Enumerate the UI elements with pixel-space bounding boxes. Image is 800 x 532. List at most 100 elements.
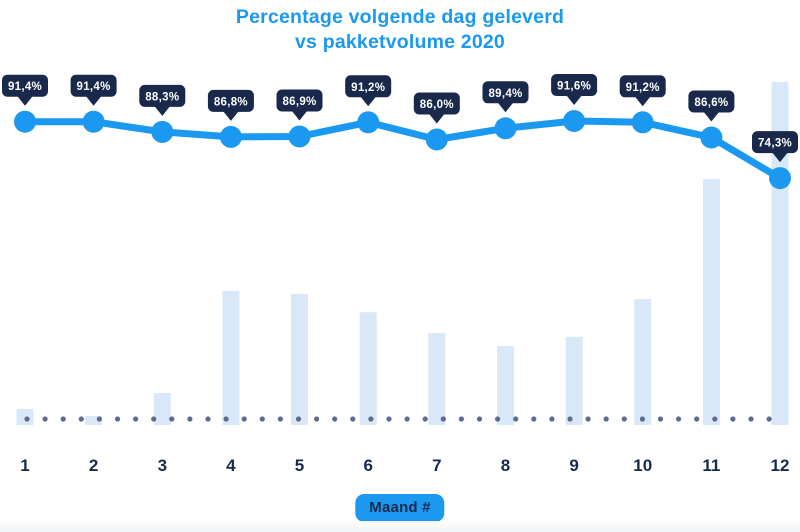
value-callout-bubble	[70, 74, 117, 97]
volume-bar	[702, 179, 720, 425]
line-point	[494, 117, 517, 140]
value-callout-label: 86,6%	[694, 97, 728, 109]
line-point	[631, 111, 654, 134]
value-callout-pointer	[222, 110, 239, 121]
volume-bar	[428, 333, 446, 425]
baseline-dot	[766, 416, 772, 422]
baseline-dot	[205, 416, 211, 422]
baseline-dot	[42, 416, 48, 422]
x-axis-label: 1	[20, 456, 29, 475]
baseline-dot	[60, 416, 66, 422]
value-callout-bubble	[2, 74, 48, 97]
value-callout-pointer	[17, 95, 33, 106]
x-axis-label: 12	[771, 456, 790, 475]
line-point	[219, 125, 242, 148]
volume-bar	[291, 294, 308, 425]
value-callout-pointer	[566, 95, 583, 105]
value-callout-label: 86,9%	[282, 96, 316, 108]
value-callout-pointer	[154, 105, 171, 116]
baseline-dot	[151, 416, 157, 422]
x-axis-label: 9	[569, 456, 578, 475]
value-callout-label: 86,8%	[214, 96, 248, 108]
baseline-dot	[621, 416, 627, 422]
baseline-dot	[96, 416, 102, 422]
chart-title-line-1: Percentage volgende dag geleverd	[235, 6, 565, 28]
baseline-dot	[223, 416, 229, 422]
volume-bar	[497, 346, 514, 425]
value-callout-label: 74,3%	[758, 138, 792, 150]
value-callout-label: 86,0%	[420, 99, 454, 111]
x-axis-label: 6	[363, 456, 372, 475]
value-callout-label: 91,2%	[351, 82, 385, 94]
baseline-dot	[241, 416, 247, 422]
baseline-dot	[332, 416, 338, 422]
baseline-dot	[585, 416, 591, 422]
volume-bar	[634, 299, 652, 425]
x-axis-label: 5	[295, 456, 304, 475]
value-callout-label: 89,4%	[488, 88, 522, 100]
x-axis-label: 11	[702, 456, 720, 475]
value-callout-bubble	[482, 81, 529, 104]
value-callout-pointer	[634, 96, 651, 107]
baseline-dot	[259, 416, 265, 422]
line-point	[563, 110, 586, 132]
value-callout-pointer	[497, 102, 514, 113]
volume-bar	[85, 416, 103, 425]
baseline-dot	[495, 416, 501, 422]
value-callout-bubble	[276, 89, 323, 112]
volume-bar	[153, 393, 171, 425]
line-point	[82, 110, 105, 133]
baseline-dot	[458, 416, 464, 422]
line-point	[151, 120, 174, 143]
line-point	[14, 110, 36, 133]
value-callout-pointer	[428, 113, 445, 124]
baseline-dot	[476, 416, 483, 422]
baseline-dot	[314, 416, 320, 422]
baseline-dot	[531, 416, 537, 422]
value-callout-bubble	[139, 84, 186, 107]
volume-bar	[771, 82, 789, 425]
baseline-dot	[368, 416, 374, 422]
baseline-dot	[567, 416, 573, 422]
baseline-dot	[694, 416, 700, 422]
chart-title: Percentage volgende dag geleverd vs pakk…	[0, 5, 800, 56]
volume-bar	[565, 336, 583, 425]
value-callout-pointer	[360, 96, 377, 107]
x-axis-label: 2	[89, 456, 98, 475]
baseline-dot	[748, 416, 754, 422]
value-callout-bubble	[551, 74, 598, 96]
baseline-dot	[404, 416, 410, 422]
baseline-dot	[386, 416, 392, 422]
baseline-dot	[277, 416, 283, 422]
baseline-dot	[422, 416, 428, 422]
value-callout-pointer	[703, 111, 720, 122]
value-callout-label: 88,3%	[145, 91, 179, 103]
value-callout-bubble	[413, 92, 460, 115]
baseline-dot	[549, 416, 555, 422]
line-point	[425, 128, 448, 151]
baseline-dot	[657, 416, 664, 422]
value-callout-bubble	[752, 131, 798, 154]
volume-bar	[359, 312, 377, 425]
baseline-dot	[114, 416, 121, 422]
x-axis-label: 4	[226, 456, 236, 475]
line-point	[700, 126, 723, 149]
baseline-dot	[24, 416, 30, 422]
percentage-line	[21, 117, 784, 182]
baseline-dot	[295, 416, 302, 422]
value-callout-label: 91,6%	[557, 81, 591, 93]
baseline-dot	[187, 416, 193, 422]
bottom-strip	[0, 521, 800, 532]
x-axis-label: 10	[633, 456, 652, 475]
value-callout-label: 91,4%	[8, 81, 42, 93]
x-axis-label: 8	[501, 456, 510, 475]
baseline-dot	[730, 416, 736, 422]
baseline-dot	[133, 416, 139, 422]
value-callout-bubble	[688, 90, 735, 113]
value-callout-pointer	[772, 152, 788, 163]
baseline-dot	[169, 416, 175, 422]
chart-title-line-2: vs pakketvolume 2020	[295, 31, 505, 54]
value-callout-pointer	[85, 95, 102, 106]
